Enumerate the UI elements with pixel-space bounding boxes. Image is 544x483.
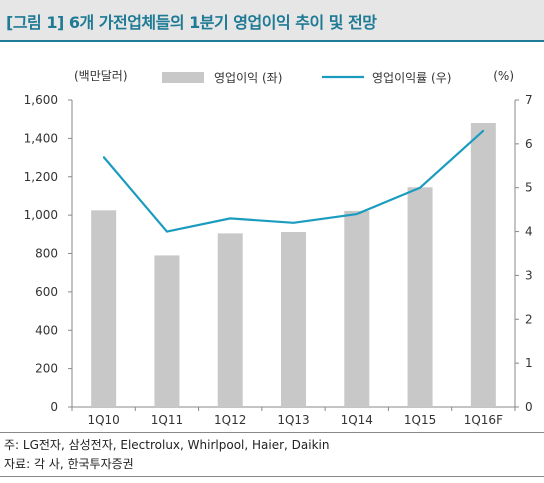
y-left-tick-label: 1,200 (24, 170, 58, 184)
legend-bar-swatch (162, 72, 204, 83)
y-right-tick-label: 4 (525, 225, 533, 239)
y-left-tick-label: 1,000 (24, 208, 58, 222)
legend-line-label: 영업이익률 (우) (372, 71, 451, 85)
line-point (166, 230, 168, 233)
bar (470, 123, 496, 408)
y-left-tick-label: 200 (35, 362, 58, 376)
x-tick-label: 1Q10 (87, 413, 119, 427)
tick-labels: 0 200 400 600 800 1,000 1,200 1,400 1,600 0 1 2 3 4 5 6… (24, 69, 533, 427)
bar (281, 232, 306, 407)
line-point (482, 129, 485, 132)
bar (407, 187, 433, 407)
y-left-tick-label: 800 (35, 247, 58, 261)
y-right-tick-label: 3 (525, 268, 533, 282)
y-left-tick-label: 1,400 (24, 131, 58, 145)
bar (217, 233, 243, 407)
x-tick-label: 1Q15 (404, 413, 436, 427)
bar (154, 255, 180, 407)
y-right-tick-label: 5 (525, 181, 533, 195)
y-left-tick-label: 600 (35, 285, 58, 299)
footer-divider (0, 432, 544, 433)
y-left-tick-label: 0 (50, 400, 58, 414)
source-note: 자료: 각 사, 한국투자증권 (4, 457, 134, 471)
y-right-tick-label: 0 (525, 400, 533, 414)
legend: 영업이익 (좌) 영업이익률 (우) (162, 71, 451, 85)
chart-title: [그림 1] 6개 가전업체들의 1분기 영업이익 추이 및 전망 (6, 13, 377, 32)
x-tick-label: 1Q11 (151, 413, 183, 427)
title-divider (0, 40, 544, 42)
companies-note: 주: LG전자, 삼성전자, Electrolux, Whirlpool, Ha… (4, 438, 330, 452)
line-point (229, 217, 232, 220)
y-left-unit-label: (백만달러) (74, 69, 128, 83)
combo-chart: 영업이익 (좌) 영업이익률 (우) 0 200 400 600 800 1,000 1,20… (24, 69, 533, 427)
y-right-tick-label: 6 (525, 137, 533, 151)
x-tick-label: 1Q16F (464, 413, 503, 427)
bar (344, 210, 370, 407)
x-tick-label: 1Q13 (277, 413, 309, 427)
bar (91, 210, 117, 407)
x-tick-label: 1Q14 (341, 413, 373, 427)
line-point (102, 156, 105, 158)
legend-bar-label: 영업이익 (좌) (214, 71, 282, 85)
y-left-tick-label: 1,600 (24, 93, 58, 107)
y-right-tick-label: 1 (525, 356, 533, 370)
line-point (292, 222, 295, 224)
line-point (355, 213, 358, 215)
end-divider (0, 476, 544, 477)
title-bar: [그림 1] 6개 가전업체들의 1분기 영업이익 추이 및 전망 (0, 0, 544, 40)
y-right-tick-label: 2 (525, 312, 533, 326)
y-right-unit-label: (%) (493, 69, 514, 83)
line-series (102, 129, 485, 233)
x-tick-label: 1Q12 (214, 413, 246, 427)
y-right-tick-label: 7 (525, 93, 533, 107)
y-left-tick-label: 400 (35, 323, 58, 337)
line-point (419, 186, 421, 189)
bar-series (91, 123, 496, 408)
